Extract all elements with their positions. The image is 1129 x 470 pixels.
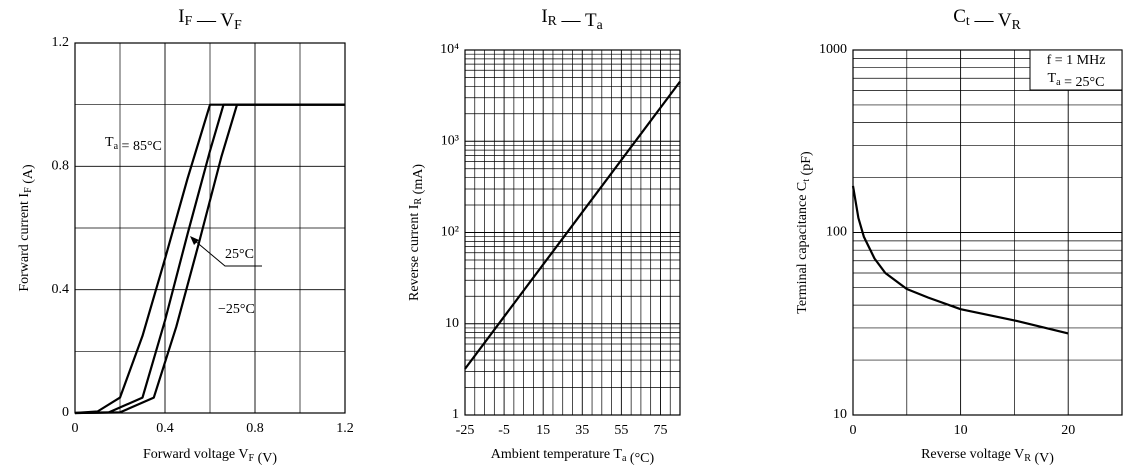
y-tick-label: 100 <box>826 225 847 240</box>
y-tick-label: 1 <box>452 407 459 422</box>
y-tick-label: 10² <box>441 225 459 240</box>
y-tick-label: 10 <box>833 407 847 422</box>
y-axis-label: Forward current IF (A) <box>17 164 36 292</box>
y-axis-label: Reverse current IR (mA) <box>407 164 426 301</box>
x-tick-label: 20 <box>1061 423 1075 438</box>
chart: IF — VF Forward voltage VF (V) Forward cur… <box>17 6 354 466</box>
plot-frame <box>464 49 681 416</box>
x-tick-label: 0.4 <box>156 421 174 436</box>
curve-label: −25°C <box>218 302 255 317</box>
chart-title: Ct — VR <box>953 6 1021 32</box>
x-tick-label: 15 <box>536 423 550 438</box>
chart: Ct — VR Reverse voltage VR (V) Terminal ca… <box>795 6 1123 466</box>
x-tick-label: 10 <box>954 423 968 438</box>
x-tick-label: 55 <box>614 423 628 438</box>
x-tick-label: 75 <box>653 423 667 438</box>
y-tick-label: 0 <box>62 405 69 420</box>
y-tick-label: 10 <box>445 316 459 331</box>
annotation: Ta = 25°C <box>1048 71 1105 90</box>
y-tick-label: 0.8 <box>52 159 70 174</box>
y-tick-label: 1000 <box>819 42 847 57</box>
x-tick-label: 1.2 <box>336 421 354 436</box>
curve-label: 25°C <box>225 247 254 262</box>
plot-frame <box>852 49 1123 416</box>
chart: IR — Ta Ambient temperature Ta (°C) Revers… <box>407 6 681 466</box>
x-tick-label: -5 <box>498 423 510 438</box>
chart-title: IF — VF <box>178 6 242 32</box>
chart-title: IR — Ta <box>541 6 602 32</box>
label-arrow <box>193 239 262 267</box>
y-tick-label: 10⁴ <box>440 42 459 57</box>
curve-label: Ta = 85°C <box>105 135 162 154</box>
x-tick-label: 0.8 <box>246 421 264 436</box>
x-axis-label: Ambient temperature Ta (°C) <box>491 447 655 466</box>
plot-frame <box>74 42 346 414</box>
y-tick-label: 0.4 <box>52 282 70 297</box>
data-line <box>74 103 345 415</box>
data-line <box>74 103 345 415</box>
y-tick-label: 1.2 <box>52 35 70 50</box>
x-tick-label: 0 <box>72 421 79 436</box>
y-axis-label: Terminal capacitance Ct (pF) <box>795 151 814 314</box>
x-tick-label: 35 <box>575 423 589 438</box>
x-tick-label: -25 <box>456 423 475 438</box>
data-line <box>851 185 1069 335</box>
data-line <box>74 103 345 415</box>
arrow-head <box>190 236 199 245</box>
x-axis-label: Forward voltage VF (V) <box>143 447 277 466</box>
data-line <box>464 80 681 370</box>
x-axis-label: Reverse voltage VR (V) <box>921 447 1054 466</box>
annotation: f = 1 MHz <box>1047 53 1106 68</box>
x-tick-label: 0 <box>850 423 857 438</box>
annotation-box <box>1029 49 1123 91</box>
y-tick-label: 10³ <box>441 133 459 148</box>
